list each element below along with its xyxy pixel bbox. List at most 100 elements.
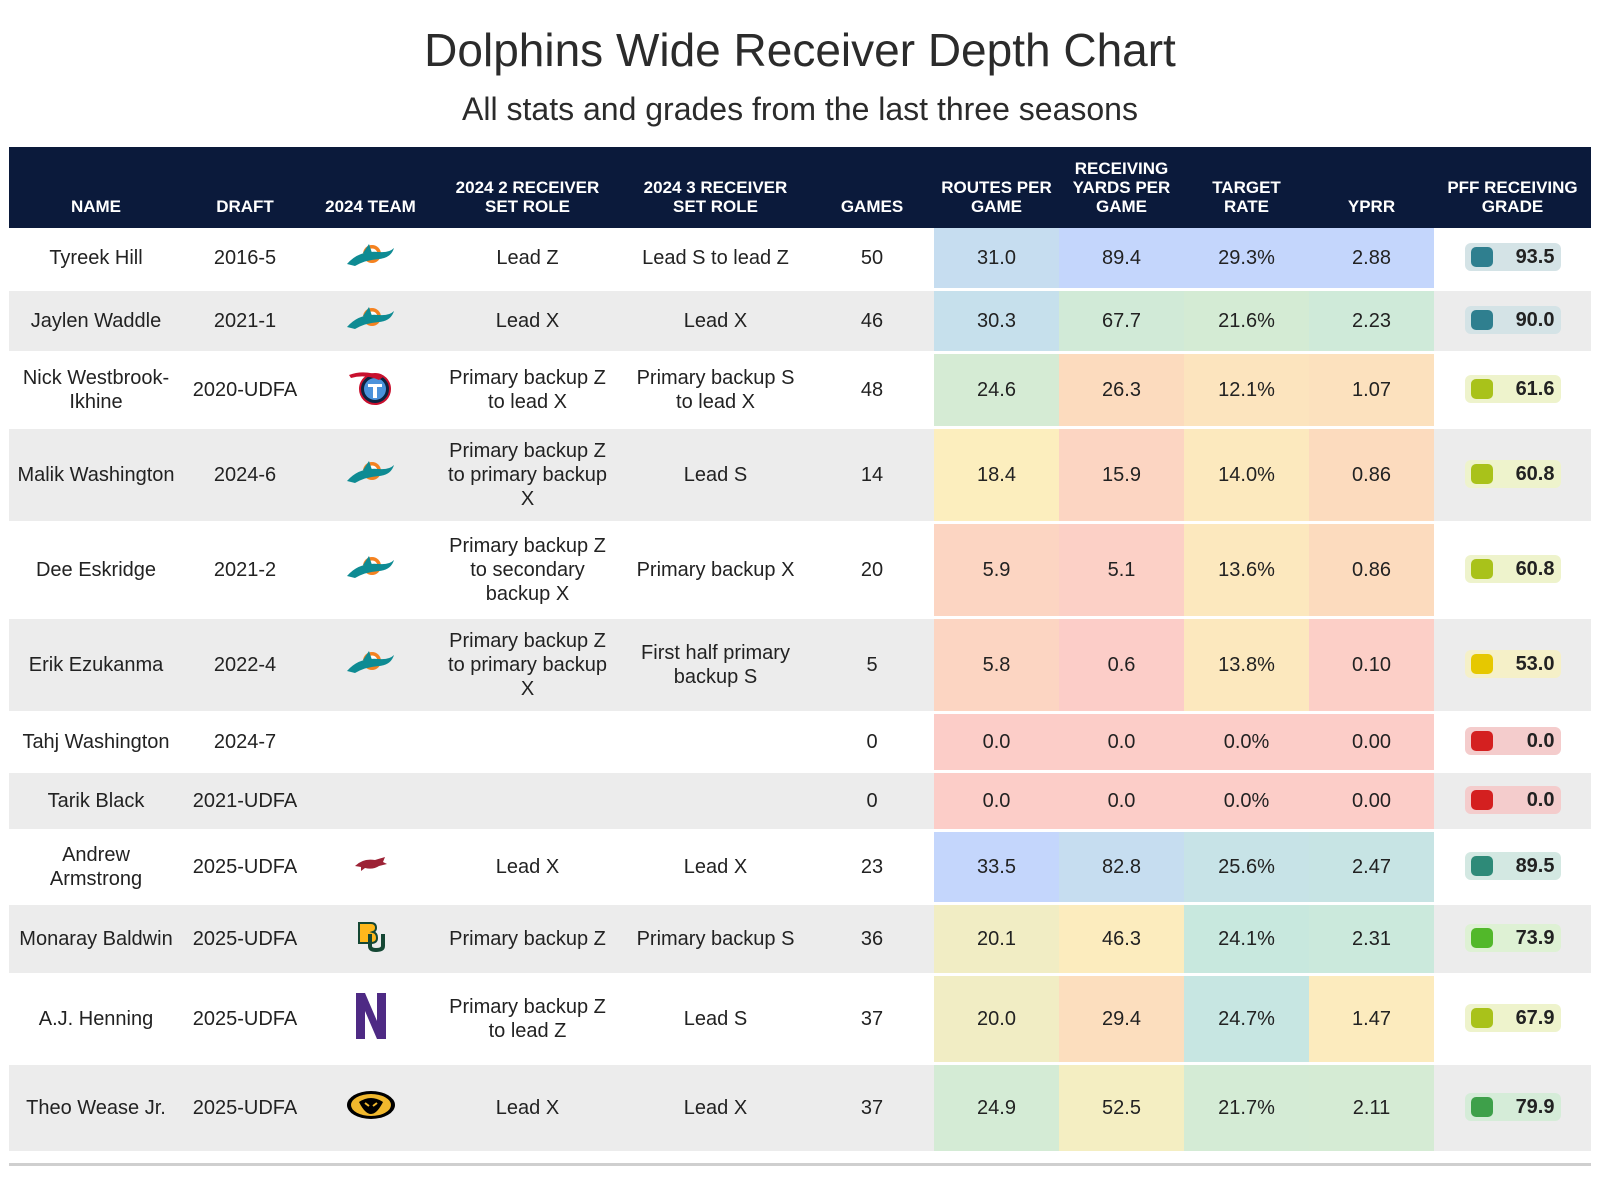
yprr-cell: 0.86 (1309, 429, 1434, 521)
target-cell: 21.6% (1184, 291, 1309, 351)
depth-chart-table: NAME DRAFT 2024 TEAM 2024 2 RECEIVER SET… (9, 147, 1591, 1151)
grade-cell: 60.8 (1434, 524, 1591, 616)
player-name: Jaylen Waddle (9, 291, 183, 351)
grade-color-icon (1470, 379, 1493, 399)
row-gap (9, 426, 1591, 429)
row-gap (9, 521, 1591, 524)
role3-cell: Lead S (621, 429, 810, 521)
grade-value: 93.5 (1515, 246, 1555, 268)
grade-cell: 90.0 (1434, 291, 1591, 351)
games-cell: 0 (866, 731, 878, 753)
draft-cell: 2024-6 (183, 429, 307, 521)
routes-cell: 24.6 (934, 354, 1059, 426)
player-name: A.J. Henning (38, 1008, 154, 1030)
grade-badge: 61.6 (1464, 375, 1561, 403)
header-role3: 2024 3 RECEIVER SET ROLE (621, 147, 810, 228)
yprr-cell: 0.10 (1309, 619, 1434, 711)
header-games: GAMES (810, 147, 934, 228)
grade-badge: 0.0 (1464, 786, 1561, 814)
target-cell: 25.6% (1184, 832, 1309, 902)
grade-color-icon (1470, 654, 1493, 674)
grade-cell: 79.9 (1434, 1065, 1591, 1151)
table-row: Dee Eskridge 2021-2 Primary backup Z to se… (9, 524, 1591, 616)
routes-cell: 20.0 (934, 976, 1059, 1062)
yards-cell: 89.4 (1059, 228, 1184, 288)
target-cell: 24.7% (1184, 976, 1309, 1062)
grade-cell: 0.0 (1434, 714, 1591, 770)
draft-cell: 2021-2 (213, 559, 277, 581)
target-cell: 24.1% (1184, 905, 1309, 973)
northwestern-logo (354, 991, 388, 1047)
role3-cell: Lead S to lead Z (642, 247, 789, 269)
role3-cell: First half primary backup S (621, 619, 810, 711)
grade-cell: 0.0 (1434, 773, 1591, 829)
games-cell: 48 (860, 379, 884, 401)
dolphins-logo (345, 645, 397, 685)
role2-cell: Lead X (495, 856, 560, 878)
grade-color-icon (1470, 464, 1493, 484)
role2-cell: Primary backup Z to lead X (449, 367, 606, 413)
row-gap (9, 1062, 1591, 1065)
header-grade: PFF RECEIVING GRADE (1434, 147, 1591, 228)
yards-cell: 0.0 (1059, 714, 1184, 770)
grade-badge: 79.9 (1464, 1093, 1561, 1121)
grade-badge: 89.5 (1464, 852, 1561, 880)
player-name: Monaray Baldwin (9, 905, 183, 973)
table-row: Malik Washington 2024-6 Primary backup Z t… (9, 429, 1591, 521)
dolphins-logo (345, 550, 397, 590)
grade-value: 53.0 (1515, 653, 1555, 675)
dolphins-logo (345, 301, 397, 341)
draft-cell: 2024-7 (213, 731, 277, 753)
grade-value: 60.8 (1515, 558, 1555, 580)
yprr-cell: 0.86 (1309, 524, 1434, 616)
grade-color-icon (1470, 1097, 1493, 1117)
games-cell: 23 (860, 856, 884, 878)
yards-cell: 0.6 (1059, 619, 1184, 711)
table-row: Tyreek Hill 2016-5 Lead Z Lead S to lead Z 5… (9, 228, 1591, 288)
role3-cell (621, 714, 810, 770)
player-name: Malik Washington (9, 429, 183, 521)
arkansas-logo (353, 854, 389, 880)
routes-cell: 20.1 (934, 905, 1059, 973)
yards-cell: 5.1 (1059, 524, 1184, 616)
yprr-cell: 2.23 (1309, 291, 1434, 351)
table-row: Erik Ezukanma 2022-4 Primary backup Z to p… (9, 619, 1591, 711)
chart-title: Dolphins Wide Receiver Depth Chart (424, 24, 1176, 76)
draft-cell: 2016-5 (213, 247, 277, 269)
grade-value: 90.0 (1515, 309, 1555, 331)
row-gap (9, 770, 1591, 773)
grade-color-icon (1470, 731, 1493, 751)
grade-value: 79.9 (1515, 1096, 1555, 1118)
role2-cell: Primary backup Z (434, 905, 621, 973)
role3-cell: Lead X (621, 291, 810, 351)
grade-color-icon (1470, 928, 1493, 948)
grade-value: 0.0 (1526, 730, 1555, 752)
table-row: Monaray Baldwin 2025-UDFA Primary backup Z… (9, 905, 1591, 973)
role2-cell: Lead X (434, 291, 621, 351)
table-row: A.J. Henning 2025-UDFA Primary backup Z to… (9, 976, 1591, 1062)
grade-value: 89.5 (1515, 855, 1555, 877)
grade-cell: 93.5 (1434, 228, 1591, 288)
table-row: Jaylen Waddle 2021-1 Lead X Lead X 46 30.3 67.… (9, 291, 1591, 351)
role2-cell: Primary backup Z to primary backup X (434, 429, 621, 521)
routes-cell: 0.0 (934, 773, 1059, 829)
routes-cell: 30.3 (934, 291, 1059, 351)
draft-cell: 2025-UDFA (183, 905, 307, 973)
grade-value: 0.0 (1526, 789, 1555, 811)
routes-cell: 33.5 (934, 832, 1059, 902)
target-cell: 0.0% (1184, 773, 1309, 829)
routes-cell: 0.0 (934, 714, 1059, 770)
grade-cell: 60.8 (1434, 429, 1591, 521)
games-cell: 14 (810, 429, 934, 521)
yprr-cell: 0.00 (1309, 773, 1434, 829)
target-cell: 12.1% (1184, 354, 1309, 426)
team-cell (307, 714, 434, 770)
grade-color-icon (1470, 790, 1493, 810)
grade-cell: 73.9 (1434, 905, 1591, 973)
header-yards: RECEIVING YARDS PER GAME (1059, 147, 1184, 228)
titans-logo (345, 367, 397, 413)
role2-cell: Lead Z (496, 247, 559, 269)
player-name: Dee Eskridge (35, 559, 157, 581)
grade-badge: 53.0 (1464, 650, 1561, 678)
role3-cell: Lead X (683, 856, 748, 878)
